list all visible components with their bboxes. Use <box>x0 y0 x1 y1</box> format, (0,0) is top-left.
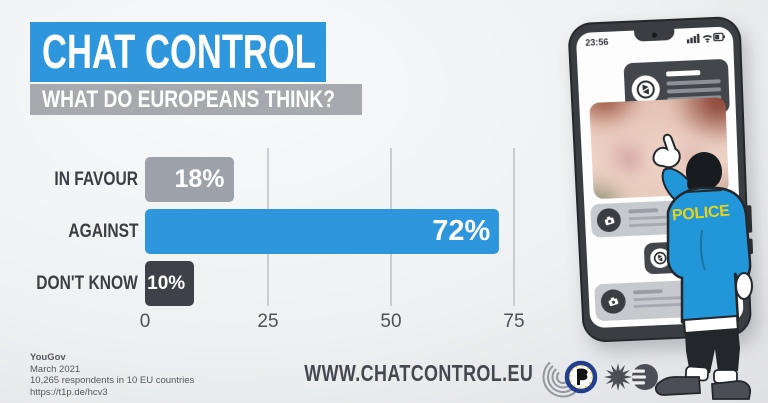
phone-notch <box>634 28 675 42</box>
circle-e-logo <box>632 364 658 390</box>
camera-icon <box>608 297 619 307</box>
wifi-dot-icon <box>706 40 709 43</box>
status-time: 23:56 <box>585 36 609 48</box>
front-camera-icon <box>651 32 658 38</box>
camera-icon <box>603 215 615 226</box>
status-icons <box>686 32 726 44</box>
source-sample: 10,265 respondents in 10 EU countries <box>30 375 195 386</box>
source-block: YouGov March 2021 10,265 respondents in … <box>30 352 194 398</box>
source-name: YouGov <box>30 352 66 363</box>
bar: 10% <box>145 261 195 306</box>
wifi-icon <box>703 36 711 40</box>
pointing-hand-glove <box>652 133 681 169</box>
partner-logos <box>542 356 658 398</box>
officer-right-glove <box>735 272 753 300</box>
category-label: DON'T KNOW <box>30 261 138 306</box>
officer-shoe-right <box>711 380 752 400</box>
jacket-fold-line <box>700 229 706 271</box>
jacket-collar <box>685 189 723 193</box>
chart-row: AGAINST 72% <box>30 209 535 254</box>
signal-icon <box>686 33 700 44</box>
x-tick-label: 25 <box>257 311 279 332</box>
text-line <box>666 70 701 77</box>
bar-value-label: 18% <box>174 165 225 193</box>
bar-value-label: 72% <box>432 215 491 247</box>
battery-icon <box>714 33 725 41</box>
bar-chart: IN FAVOUR 18% AGAINST 72% DON'T KNOW 10% 0 25 50… <box>30 148 535 343</box>
source-link: https://t1p.de/hcv3 <box>30 386 108 398</box>
page-subtitle: WHAT DO EUROPEANS THINK? <box>42 85 335 113</box>
aperture-icon <box>635 79 656 100</box>
text-line <box>666 79 721 86</box>
x-tick-label: 75 <box>503 311 525 332</box>
category-label-text: IN FAVOUR <box>54 168 138 190</box>
category-label-text: AGAINST <box>67 220 138 242</box>
bar-value-label: 10% <box>147 272 186 294</box>
x-tick-label: 0 <box>139 311 151 332</box>
x-tick-label: 50 <box>380 311 402 332</box>
page-title: CHAT CONTROL <box>42 25 316 79</box>
chat-bubble-gray <box>594 279 718 322</box>
officer-trousers <box>685 328 740 374</box>
website-url-block: WWW.CHATCONTROL.EU <box>272 360 538 387</box>
gridline <box>513 148 515 306</box>
text-line <box>666 87 722 94</box>
category-label: IN FAVOUR <box>30 157 138 202</box>
category-label: AGAINST <box>30 209 138 254</box>
bar: 18% <box>145 157 234 202</box>
title-block: CHAT CONTROL <box>30 22 326 82</box>
chart-row: DON'T KNOW 10% <box>30 261 535 306</box>
chat-bubble-dark <box>623 58 730 124</box>
chat-bubble-gray <box>590 198 715 238</box>
police-officer-illustration: POLICE <box>652 133 753 400</box>
chart-row: IN FAVOUR 18% <box>30 157 535 202</box>
avatar <box>596 207 622 233</box>
avatar <box>600 288 627 315</box>
phone-screen: 23:56 <box>575 26 744 329</box>
website-url: WWW.CHATCONTROL.EU <box>304 360 534 386</box>
officer-head <box>685 152 722 190</box>
category-label-text: DON'T KNOW <box>36 272 138 294</box>
source-date: March 2021 <box>30 363 81 375</box>
bar: 72% <box>145 209 500 254</box>
pirate-party-logo <box>564 360 598 394</box>
starburst-logo <box>604 363 632 391</box>
officer-shoe-left <box>654 376 701 396</box>
police-jacket-label: POLICE <box>671 202 731 224</box>
avatar <box>631 74 661 105</box>
subtitle-block: WHAT DO EUROPEANS THINK? <box>30 84 362 115</box>
smartphone: 23:56 <box>567 15 754 344</box>
